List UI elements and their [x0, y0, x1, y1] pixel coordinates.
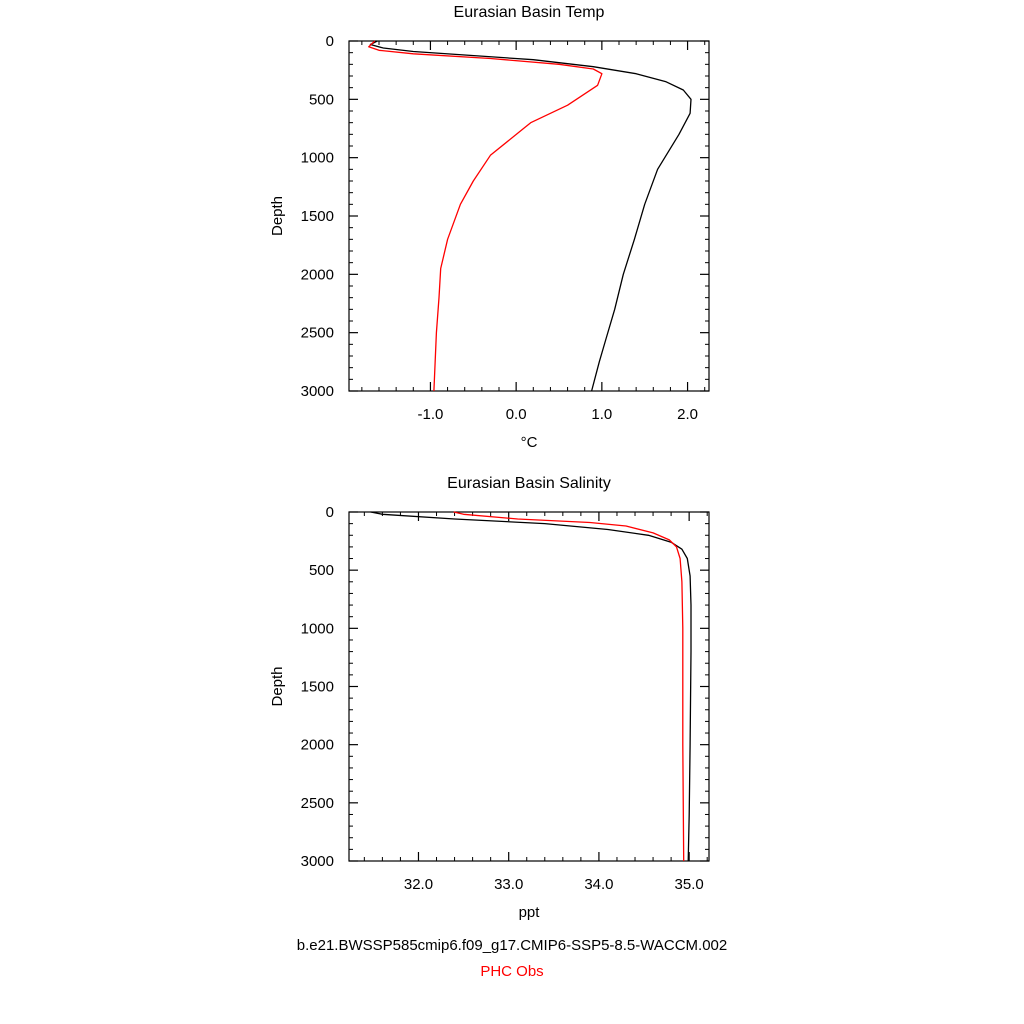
- temp-y-tick-label: 1000: [301, 150, 334, 167]
- temp-y-axis-label: Depth: [269, 196, 286, 236]
- temp-plot-frame: [348, 40, 710, 392]
- temp-x-axis-label: °C: [521, 434, 538, 451]
- salinity-model-line: [370, 511, 692, 862]
- salinity-x-tick-label: 33.0: [494, 876, 523, 893]
- temp-y-tick-label: 2500: [301, 325, 334, 342]
- temp-x-tick-label: -1.0: [417, 406, 443, 423]
- temp-x-tick-label: 1.0: [591, 406, 612, 423]
- temp-y-tick-label: 500: [309, 91, 334, 108]
- temp-y-tick-label: 0: [326, 33, 334, 50]
- legend-model-label: b.e21.BWSSP585cmip6.f09_g17.CMIP6-SSP5-8…: [296, 937, 728, 954]
- salinity-x-tick-label: 35.0: [675, 876, 704, 893]
- temp-y-tick-label: 2000: [301, 266, 334, 283]
- salinity-y-axis-label: Depth: [269, 666, 286, 706]
- temp-y-tick-label: 1500: [301, 208, 334, 225]
- legend-obs-label: PHC Obs: [480, 963, 544, 980]
- salinity-y-tick-label: 1000: [301, 620, 334, 637]
- salinity-obs-line: [453, 511, 685, 862]
- salinity-x-tick-label: 34.0: [584, 876, 613, 893]
- temp-y-tick-label: 3000: [301, 383, 334, 400]
- temp-x-tick-label: 0.0: [506, 406, 527, 423]
- temp-model-line: [369, 40, 692, 392]
- temp-obs-line: [368, 40, 603, 392]
- temperature-panel: -1.0 0.0 1.0 2.0 0 500 1000 1500 2000 2500 3000 Eur…: [269, 4, 710, 451]
- temp-x-tick-label: 2.0: [677, 406, 698, 423]
- salinity-x-axis-label: ppt: [519, 904, 541, 921]
- salinity-y-tick-label: 2500: [301, 795, 334, 812]
- salinity-plot-frame: [348, 511, 710, 862]
- salinity-panel: 32.0 33.0 34.0 35.0 0 500 1000 1500 2000 2500 3000…: [269, 475, 710, 921]
- salinity-y-tick-label: 2000: [301, 737, 334, 754]
- salinity-y-tick-label: 1500: [301, 679, 334, 696]
- salinity-y-tick-label: 500: [309, 562, 334, 579]
- salinity-y-tick-label: 0: [326, 504, 334, 521]
- temp-chart-title: Eurasian Basin Temp: [454, 4, 605, 21]
- salinity-chart-title: Eurasian Basin Salinity: [447, 475, 611, 492]
- salinity-x-tick-label: 32.0: [404, 876, 433, 893]
- salinity-y-tick-label: 3000: [301, 853, 334, 870]
